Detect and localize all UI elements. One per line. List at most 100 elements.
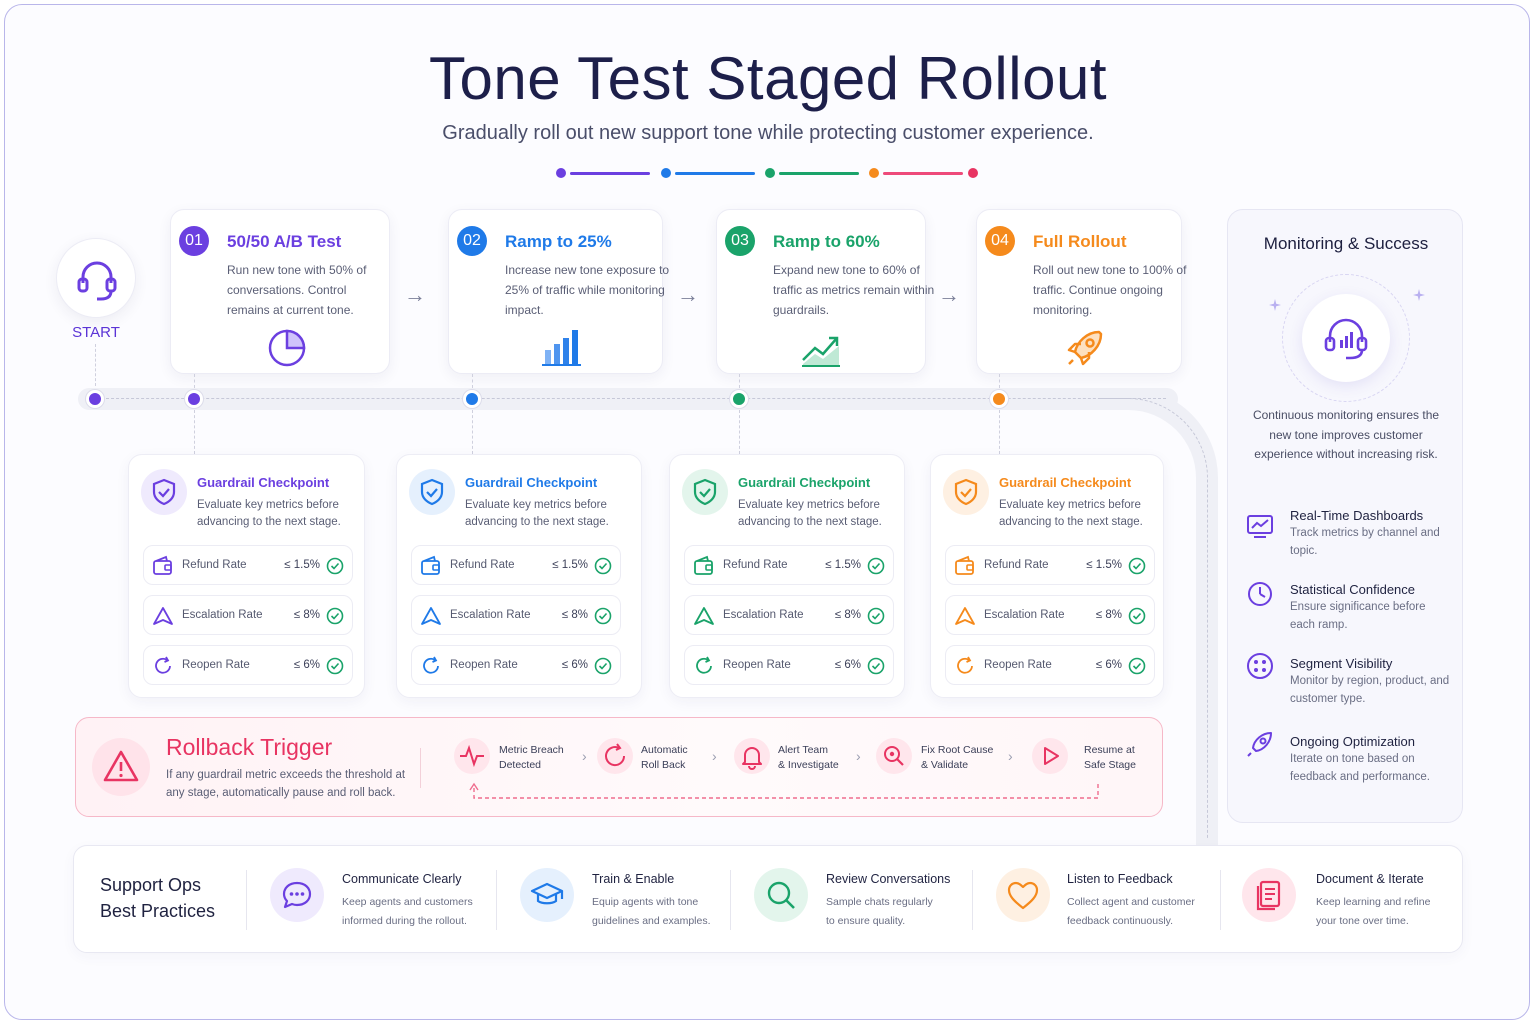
metric-refund-rate: Refund Rate ≤ 1.5% — [143, 545, 353, 585]
reopen-icon — [423, 656, 439, 674]
stage-number: 01 — [179, 226, 209, 256]
stage-arrow: → — [677, 282, 699, 307]
metric-reopen-rate: Reopen Rate ≤ 6% — [143, 645, 353, 685]
metric-refund-rate: Refund Rate ≤ 1.5% — [684, 545, 894, 585]
reopen-icon — [957, 656, 973, 674]
document-icon — [1242, 868, 1296, 922]
metric-escalation-rate: Escalation Rate ≤ 8% — [684, 595, 894, 635]
guardrail-title: Guardrail Checkpoint — [738, 475, 871, 490]
gauge-icon — [1248, 582, 1272, 606]
check-icon — [867, 657, 885, 675]
stage-desc: Expand new tone to 60% of traffic as met… — [773, 263, 935, 317]
escalation-icon — [694, 607, 714, 625]
sparkle-icon — [1269, 299, 1281, 311]
timeline-node-1 — [185, 390, 203, 408]
bar-chart-icon — [542, 330, 581, 366]
shield-icon — [943, 469, 989, 515]
rollback-loop-arrow — [469, 782, 1099, 799]
stage-desc: Roll out new tone to 100% of traffic. Co… — [1033, 263, 1187, 317]
check-icon — [594, 607, 612, 625]
guardrail-title: Guardrail Checkpoint — [197, 475, 330, 490]
guardrail-card-1: Guardrail Checkpoint Evaluate key metric… — [128, 454, 365, 698]
check-icon — [326, 657, 344, 675]
pie-chart-icon — [268, 329, 306, 367]
chevron-right-icon: › — [856, 748, 861, 764]
escalation-icon — [153, 607, 173, 625]
metric-refund-rate: Refund Rate ≤ 1.5% — [411, 545, 621, 585]
check-icon — [1128, 557, 1146, 575]
escalation-icon — [421, 607, 441, 625]
stage-card-1[interactable]: 01 50/50 A/B Test Run new tone with 50% … — [170, 209, 390, 374]
stage-number: 03 — [725, 226, 755, 256]
reopen-icon — [155, 656, 171, 674]
warning-icon — [92, 738, 150, 796]
timeline-node-start — [86, 390, 104, 408]
wallet-icon — [694, 555, 713, 575]
wallet-icon — [955, 555, 974, 575]
support-analytics-icon — [1302, 294, 1390, 382]
stage-title: Ramp to 25% — [505, 232, 612, 251]
chevron-right-icon: › — [712, 748, 717, 764]
timeline-node-4 — [990, 390, 1008, 408]
play-icon — [1032, 738, 1068, 774]
stage-arrow: → — [404, 282, 426, 307]
metric-reopen-rate: Reopen Rate ≤ 6% — [684, 645, 894, 685]
guardrail-desc: Evaluate key metrics before advancing to… — [738, 499, 882, 528]
start-badge — [56, 238, 136, 318]
guardrail-card-2: Guardrail Checkpoint Evaluate key metric… — [396, 454, 642, 698]
bell-icon — [734, 738, 770, 774]
metric-refund-rate: Refund Rate ≤ 1.5% — [945, 545, 1155, 585]
timeline-node-3 — [730, 390, 748, 408]
escalation-icon — [955, 607, 975, 625]
rollback-title: Rollback Trigger — [166, 734, 333, 760]
check-icon — [867, 557, 885, 575]
metric-escalation-rate: Escalation Rate ≤ 8% — [411, 595, 621, 635]
check-icon — [326, 557, 344, 575]
headset-icon — [77, 261, 117, 301]
metric-escalation-rate: Escalation Rate ≤ 8% — [143, 595, 353, 635]
rocket-icon — [1067, 330, 1103, 366]
sparkle-icon — [1413, 289, 1425, 301]
rollback-icon — [597, 738, 633, 774]
magnifier-icon — [754, 868, 808, 922]
guardrail-card-4: Guardrail Checkpoint Evaluate key metric… — [930, 454, 1164, 698]
stage-desc: Increase new tone exposure to 25% of tra… — [505, 263, 670, 317]
rollback-desc: If any guardrail metric exceeds the thre… — [166, 769, 406, 799]
reopen-icon — [696, 656, 712, 674]
wallet-icon — [421, 555, 440, 575]
chevron-right-icon: › — [1008, 748, 1013, 764]
stage-card-3[interactable]: 03 Ramp to 60% Expand new tone to 60% of… — [716, 209, 934, 374]
check-icon — [867, 607, 885, 625]
shield-icon — [141, 469, 187, 515]
search-bug-icon — [876, 738, 912, 774]
stage-title: 50/50 A/B Test — [227, 232, 342, 251]
heart-icon — [996, 868, 1050, 922]
monitoring-desc: Continuous monitoring ensures the new to… — [1252, 408, 1440, 461]
segments-icon — [1247, 653, 1273, 679]
dashboard-icon — [1247, 515, 1273, 538]
guardrail-desc: Evaluate key metrics before advancing to… — [465, 499, 609, 528]
best-practices-panel: Support Ops Best Practices Communicate Cl… — [73, 845, 1463, 953]
rollback-trigger-panel: Rollback Trigger If any guardrail metric… — [75, 717, 1163, 817]
check-icon — [326, 607, 344, 625]
guardrail-title: Guardrail Checkpoint — [999, 475, 1132, 490]
check-icon — [1128, 657, 1146, 675]
page-title: Tone Test Staged Rollout — [428, 45, 1107, 112]
wallet-icon — [153, 555, 172, 575]
stage-card-2[interactable]: 02 Ramp to 25% Increase new tone exposur… — [448, 209, 669, 374]
check-icon — [1128, 607, 1146, 625]
shield-icon — [682, 469, 728, 515]
monitoring-title: Monitoring & Success — [1263, 234, 1429, 253]
shield-icon — [409, 469, 455, 515]
chat-icon — [270, 868, 324, 922]
start-label: START — [72, 324, 120, 341]
stage-arrow: → — [938, 282, 960, 307]
guardrail-desc: Evaluate key metrics before advancing to… — [999, 499, 1143, 528]
monitoring-panel: Monitoring & Success Continuous monitori… — [1227, 209, 1463, 823]
timeline-track — [78, 388, 1178, 410]
graduation-cap-icon — [520, 868, 574, 922]
pulse-icon — [454, 738, 490, 774]
timeline-node-2 — [463, 390, 481, 408]
rocket-outline-icon — [1247, 732, 1272, 757]
stage-card-4[interactable]: 04 Full Rollout Roll out new tone to 100… — [976, 209, 1186, 374]
